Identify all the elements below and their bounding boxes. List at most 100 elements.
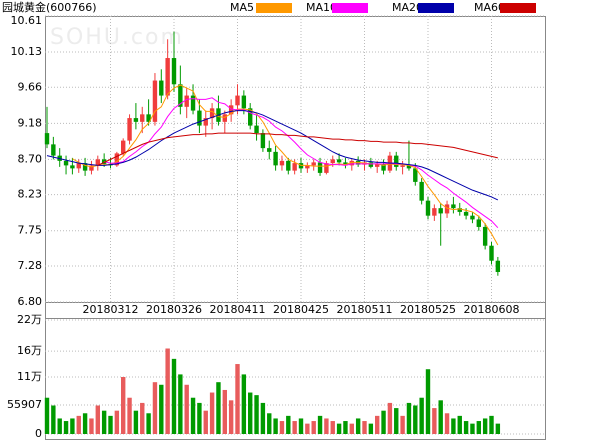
volume-bar: [476, 421, 481, 434]
candle-body: [330, 159, 335, 164]
candle-body: [95, 159, 100, 166]
candle-body: [343, 162, 348, 166]
candle-body: [381, 163, 386, 171]
volume-bar: [279, 421, 285, 434]
volume-bar: [260, 402, 266, 434]
volume-bar: [190, 397, 196, 434]
candle-body: [444, 204, 450, 214]
volume-bar: [203, 410, 208, 434]
y-tick-label: 0: [35, 427, 42, 440]
x-tick-label: 20180608: [464, 303, 520, 316]
volume-bar: [444, 413, 450, 434]
volume-bar: [216, 382, 221, 434]
volume-bar: [95, 405, 100, 434]
y-tick-label: 7.28: [18, 259, 43, 272]
volume-bar: [241, 374, 247, 434]
volume-bar: [311, 421, 316, 434]
volume-bar: [152, 382, 158, 434]
candle-body: [89, 165, 94, 171]
volume-bar: [133, 410, 139, 434]
candle-body: [203, 118, 208, 126]
volume-bar: [495, 423, 501, 434]
candle-body: [44, 133, 50, 145]
volume-bar: [101, 410, 107, 434]
candle-body: [127, 118, 132, 141]
candle-body: [82, 163, 88, 171]
candle-body: [292, 163, 297, 171]
candle-body: [152, 80, 158, 122]
candle-body: [184, 95, 189, 107]
volume-bar: [235, 364, 240, 434]
candle-body: [197, 110, 202, 126]
y-tick-label: 11万: [17, 370, 42, 383]
legend-swatch: [256, 3, 292, 13]
candle-body: [425, 200, 431, 216]
candle-body: [457, 208, 462, 212]
candle-body: [165, 58, 170, 96]
volume-bar: [82, 413, 88, 434]
candle-body: [171, 58, 177, 85]
volume-bar: [222, 389, 227, 434]
volume-bar: [89, 418, 94, 434]
volume-bar: [463, 421, 469, 434]
candle-body: [63, 160, 69, 166]
x-tick-label: 20180411: [210, 303, 266, 316]
volume-bar: [375, 415, 380, 434]
x-tick-label: 20180326: [146, 303, 202, 316]
legend-swatch: [418, 3, 454, 13]
volume-bar: [248, 392, 253, 434]
candle-body: [432, 208, 437, 216]
volume-bar: [127, 397, 132, 434]
x-tick-label: 20180312: [83, 303, 139, 316]
candle-body: [70, 165, 75, 169]
candle-body: [489, 245, 494, 261]
y-tick-label: 55907: [7, 398, 42, 411]
candle-body: [248, 108, 253, 126]
volume-bar: [184, 384, 189, 434]
candle-body: [451, 204, 456, 209]
volume-bar: [114, 410, 120, 434]
candle-body: [222, 114, 227, 122]
candle-body: [349, 160, 354, 166]
candle-body: [235, 95, 240, 106]
volume-bar: [336, 423, 342, 434]
volume-bar: [355, 418, 361, 434]
volume-bar: [267, 413, 272, 434]
candle-body: [482, 226, 488, 246]
candle-body: [438, 208, 443, 214]
y-tick-label: 9.18: [18, 116, 43, 129]
volume-bar: [228, 400, 234, 434]
volume-bar: [171, 358, 177, 434]
candle-body: [140, 114, 145, 122]
volume-bar: [121, 377, 126, 434]
volume-bar: [108, 415, 113, 434]
volume-bar: [165, 348, 170, 434]
legend-label: MA60: [474, 1, 505, 14]
volume-bar: [57, 418, 62, 434]
candle-body: [228, 105, 234, 115]
candle-body: [254, 125, 259, 134]
candle-body: [406, 165, 412, 169]
x-tick-label: 20180425: [273, 303, 329, 316]
candle-body: [317, 162, 323, 173]
x-tick-label: 20180525: [400, 303, 456, 316]
volume-bar: [457, 415, 462, 434]
volume-bar: [349, 423, 354, 434]
candle-body: [324, 163, 329, 173]
volume-bar: [400, 415, 405, 434]
candle-body: [470, 215, 475, 220]
candle-body: [146, 114, 151, 122]
volume-bar: [51, 405, 56, 434]
volume-bar: [381, 410, 386, 434]
y-tick-label: 9.66: [18, 80, 43, 93]
volume-bar: [298, 418, 304, 434]
candle-body: [190, 95, 196, 111]
y-tick-label: 16万: [17, 344, 42, 357]
candle-body: [51, 144, 56, 156]
y-tick-label: 10.13: [11, 45, 43, 58]
volume-bar: [438, 400, 443, 434]
volume-bar: [425, 369, 431, 434]
volume-bar: [432, 408, 437, 434]
